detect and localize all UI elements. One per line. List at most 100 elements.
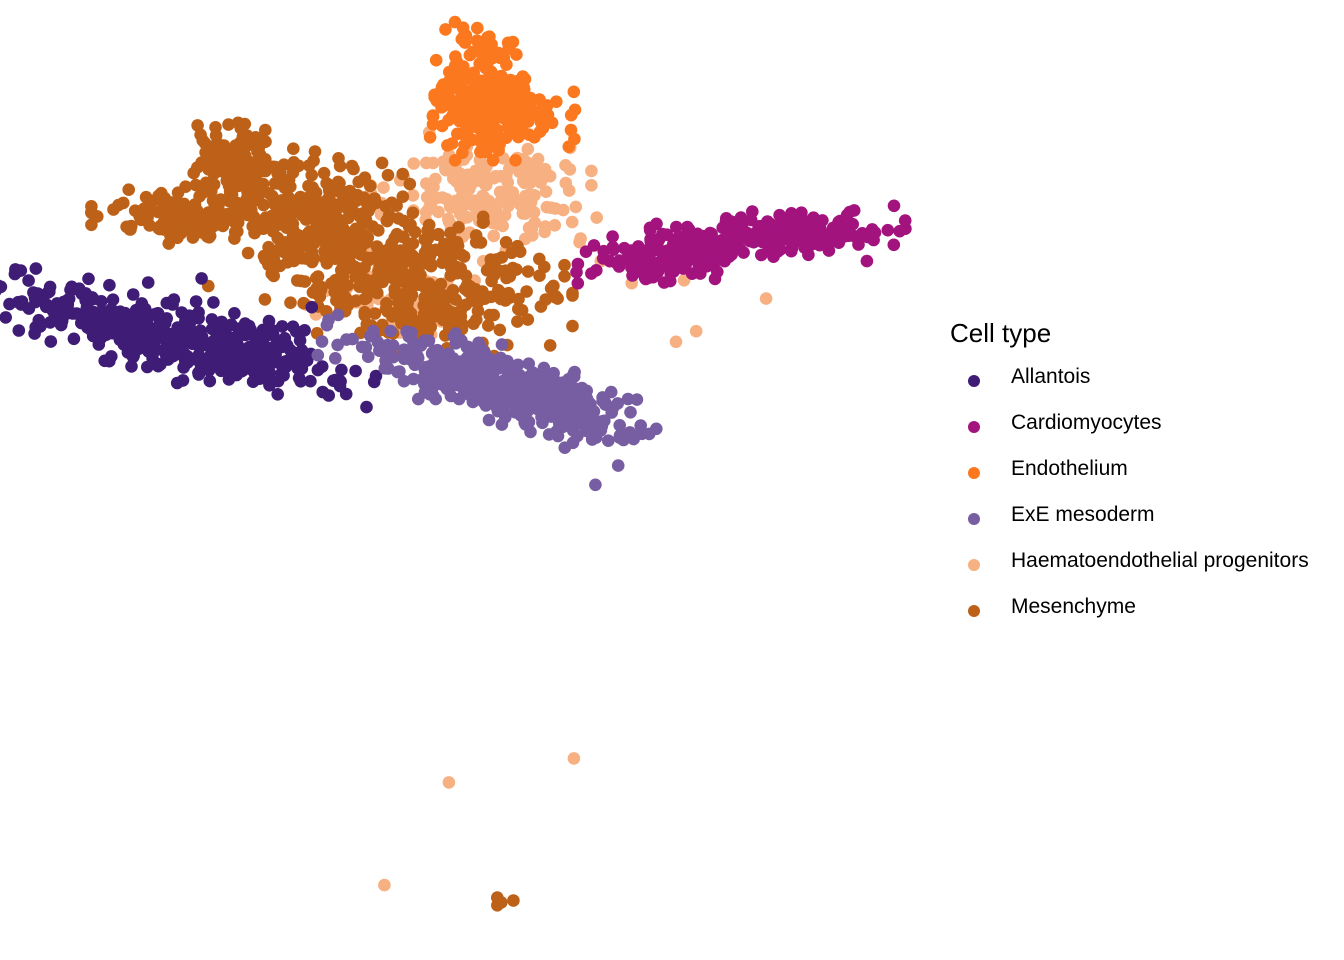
point-allantois — [238, 359, 251, 373]
point-allantois — [0, 280, 8, 294]
point-mesenchyme — [369, 196, 383, 210]
point-mesenchyme — [485, 274, 498, 288]
point-endothelium — [437, 78, 450, 91]
point-haematoendothelial-progenitors — [494, 194, 508, 207]
point-mesenchyme — [107, 203, 120, 216]
point-cardiomyocytes — [887, 199, 901, 213]
point-allantois — [141, 276, 155, 289]
point-mesenchyme — [320, 242, 334, 256]
point-mesenchyme — [280, 221, 293, 234]
point-exe-mesoderm — [475, 358, 489, 372]
point-allantois — [141, 360, 154, 374]
point-mesenchyme — [391, 269, 404, 283]
point-endothelium — [461, 124, 474, 138]
legend-item-exe-mesoderm: ExE mesoderm — [950, 503, 1155, 551]
legend-item-mesenchyme: Mesenchyme — [950, 595, 1136, 643]
point-cardiomyocytes — [838, 230, 851, 243]
point-mesenchyme — [352, 175, 366, 189]
point-mesenchyme — [356, 215, 370, 228]
point-haematoendothelial-progenitors — [457, 210, 470, 224]
point-mesenchyme — [403, 177, 417, 191]
legend-label-exe-mesoderm: ExE mesoderm — [1011, 503, 1155, 526]
point-mesenchyme — [539, 293, 552, 306]
legend-title: Cell type — [950, 318, 1052, 348]
point-mesenchyme — [439, 292, 453, 306]
point-allantois — [137, 307, 150, 320]
point-mesenchyme — [381, 168, 395, 182]
point-mesenchyme — [388, 247, 402, 260]
point-mesenchyme — [323, 226, 336, 240]
point-exe-mesoderm — [442, 354, 456, 368]
point-allantois — [335, 363, 348, 377]
point-exe-mesoderm — [551, 395, 565, 409]
point-mesenchyme — [264, 244, 278, 258]
point-mesenchyme — [162, 237, 176, 250]
point-mesenchyme — [265, 267, 279, 281]
point-allantois — [167, 293, 181, 306]
point-allantois — [291, 350, 304, 364]
point-haematoendothelial-progenitors — [437, 155, 450, 168]
point-cardiomyocytes — [652, 242, 665, 255]
point-mesenchyme — [243, 182, 256, 196]
point-cardiomyocytes — [643, 270, 656, 284]
point-cardiomyocytes — [813, 216, 827, 229]
point-exe-mesoderm — [412, 392, 425, 406]
point-cardiomyocytes — [893, 224, 906, 238]
point-allantois — [275, 334, 289, 348]
point-mesenchyme — [480, 264, 494, 277]
point-cardiomyocytes — [775, 215, 788, 228]
point-mesenchyme — [184, 214, 197, 228]
point-cardiomyocytes — [606, 240, 620, 254]
point-allantois — [304, 374, 317, 388]
point-mesenchyme — [302, 159, 316, 172]
point-mesenchyme — [511, 315, 524, 328]
point-haematoendothelial-progenitors — [524, 195, 538, 209]
point-endothelium — [481, 31, 494, 44]
legend-item-endothelium: Endothelium — [950, 457, 1128, 505]
point-exe-mesoderm — [551, 409, 565, 422]
point-exe-mesoderm — [539, 403, 553, 417]
point-mesenchyme — [311, 206, 325, 220]
point-haematoendothelial-progenitors — [556, 203, 570, 217]
point-exe-mesoderm — [441, 367, 455, 380]
point-endothelium — [499, 131, 513, 145]
point-mesenchyme — [363, 179, 377, 193]
point-allantois — [54, 318, 68, 332]
point-haematoendothelial-progenitors — [419, 156, 433, 170]
series-exe-mesoderm — [311, 308, 663, 492]
point-exe-mesoderm — [551, 429, 565, 443]
point-allantois — [51, 305, 65, 319]
point-exe-mesoderm — [452, 370, 466, 383]
point-mesenchyme — [334, 270, 347, 284]
point-haematoendothelial-progenitors — [574, 232, 587, 245]
point-mesenchyme — [397, 287, 411, 301]
point-exe-mesoderm — [515, 374, 528, 387]
legend-key-haematoendothelial-progenitors — [968, 559, 980, 571]
point-exe-mesoderm — [613, 429, 627, 442]
point-cardiomyocytes — [887, 238, 901, 252]
point-allantois — [349, 364, 362, 378]
point-exe-mesoderm — [447, 329, 461, 343]
point-allantois — [334, 375, 347, 388]
point-allantois — [126, 288, 140, 301]
point-allantois — [315, 360, 329, 373]
point-mesenchyme — [212, 137, 225, 151]
point-allantois — [0, 311, 12, 324]
point-allantois — [238, 317, 252, 330]
point-allantois — [147, 341, 160, 354]
point-mesenchyme — [404, 248, 418, 261]
point-mesenchyme — [375, 156, 389, 170]
point-endothelium — [448, 15, 462, 29]
point-mesenchyme — [431, 228, 444, 242]
point-allantois — [254, 359, 267, 373]
point-mesenchyme — [333, 159, 347, 173]
point-endothelium — [564, 123, 578, 137]
point-mesenchyme — [286, 166, 300, 179]
point-exe-mesoderm — [579, 424, 593, 438]
point-mesenchyme — [317, 166, 331, 180]
point-cardiomyocytes — [585, 267, 598, 280]
point-haematoendothelial-progenitors — [407, 157, 421, 170]
legend-label-cardiomyocytes: Cardiomyocytes — [1011, 411, 1162, 434]
point-allantois — [243, 350, 256, 363]
point-cardiomyocytes — [691, 236, 704, 250]
